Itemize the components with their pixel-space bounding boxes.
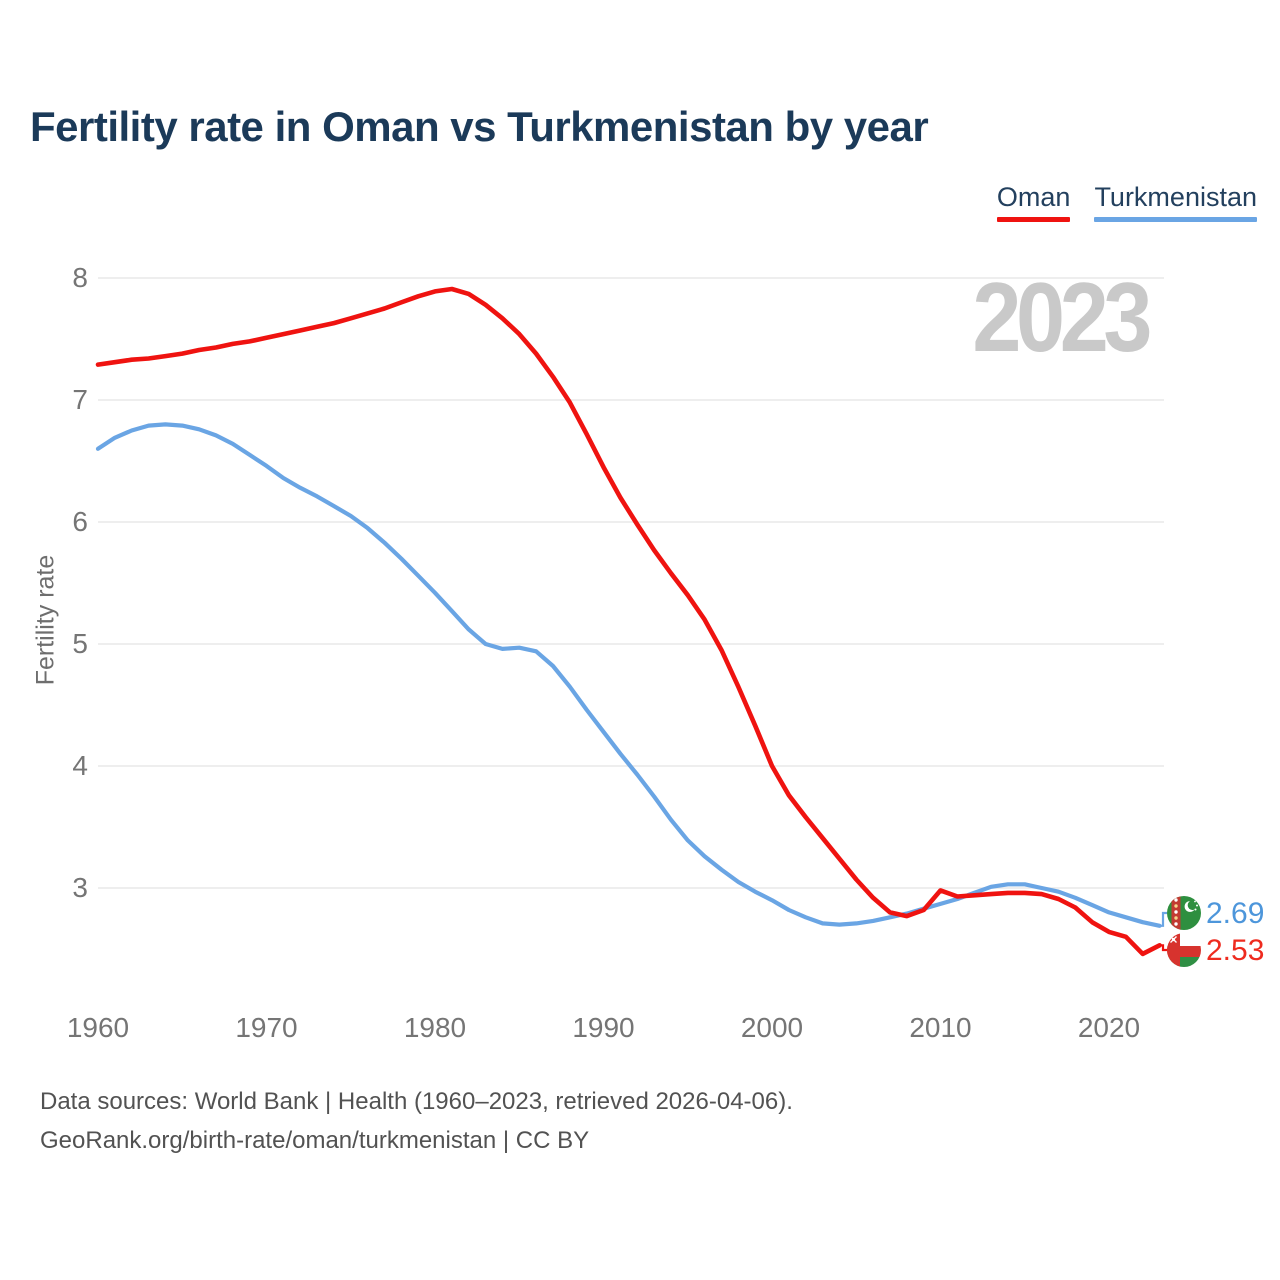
footer-sources-line: Data sources: World Bank | Health (1960–… [40,1088,793,1115]
legend: Oman Turkmenistan [996,182,1257,222]
footer-attribution-line: GeoRank.org/birth-rate/oman/turkmenistan… [40,1127,590,1154]
end-connector-turkmenistan [1159,911,1167,927]
x-tick-label: 1990 [572,1012,635,1043]
legend-item-turkmenistan[interactable]: Turkmenistan [1094,182,1257,222]
y-tick-label: 6 [72,506,88,537]
x-tick-label: 1970 [235,1012,298,1043]
legend-color-bar-turkmenistan [1094,217,1257,222]
gridlines [98,277,1164,889]
y-tick-label: 4 [72,750,88,781]
legend-color-bar-oman [996,217,1071,222]
x-tick-label: 1980 [403,1012,467,1043]
oman-flag-icon [1167,933,1201,967]
end-connector-oman [1159,944,1167,952]
end-label-connectors [1159,911,1167,952]
end-value-oman: 2.53 [1206,934,1265,967]
x-tick-label: 1960 [66,1012,130,1043]
series-line-oman [95,286,1162,957]
y-tick-label: 8 [72,262,88,293]
legend-item-oman[interactable]: Oman [996,182,1071,222]
y-tick-label: 5 [72,628,88,659]
x-tick-label: 2010 [909,1012,972,1043]
year-watermark: 2023 [972,262,1152,372]
series-line-turkmenistan [95,422,1162,928]
legend-item-label: Turkmenistan [1094,182,1257,212]
x-tick-label: 2000 [740,1012,804,1043]
turkmenistan-flag-icon [1167,896,1201,930]
y-tick-label: 7 [72,384,88,415]
y-tick-label: 3 [72,872,88,903]
series-lines [95,286,1162,957]
end-value-turkmenistan: 2.69 [1206,897,1265,930]
footer: Data sources: World Bank | Health (1960–… [40,1082,793,1160]
x-tick-label: 2020 [1077,1012,1141,1043]
y-axis-title: Fertility rate [31,554,60,686]
chart-title: Fertility rate in Oman vs Turkmenistan b… [30,103,929,150]
legend-item-label: Oman [996,182,1071,212]
